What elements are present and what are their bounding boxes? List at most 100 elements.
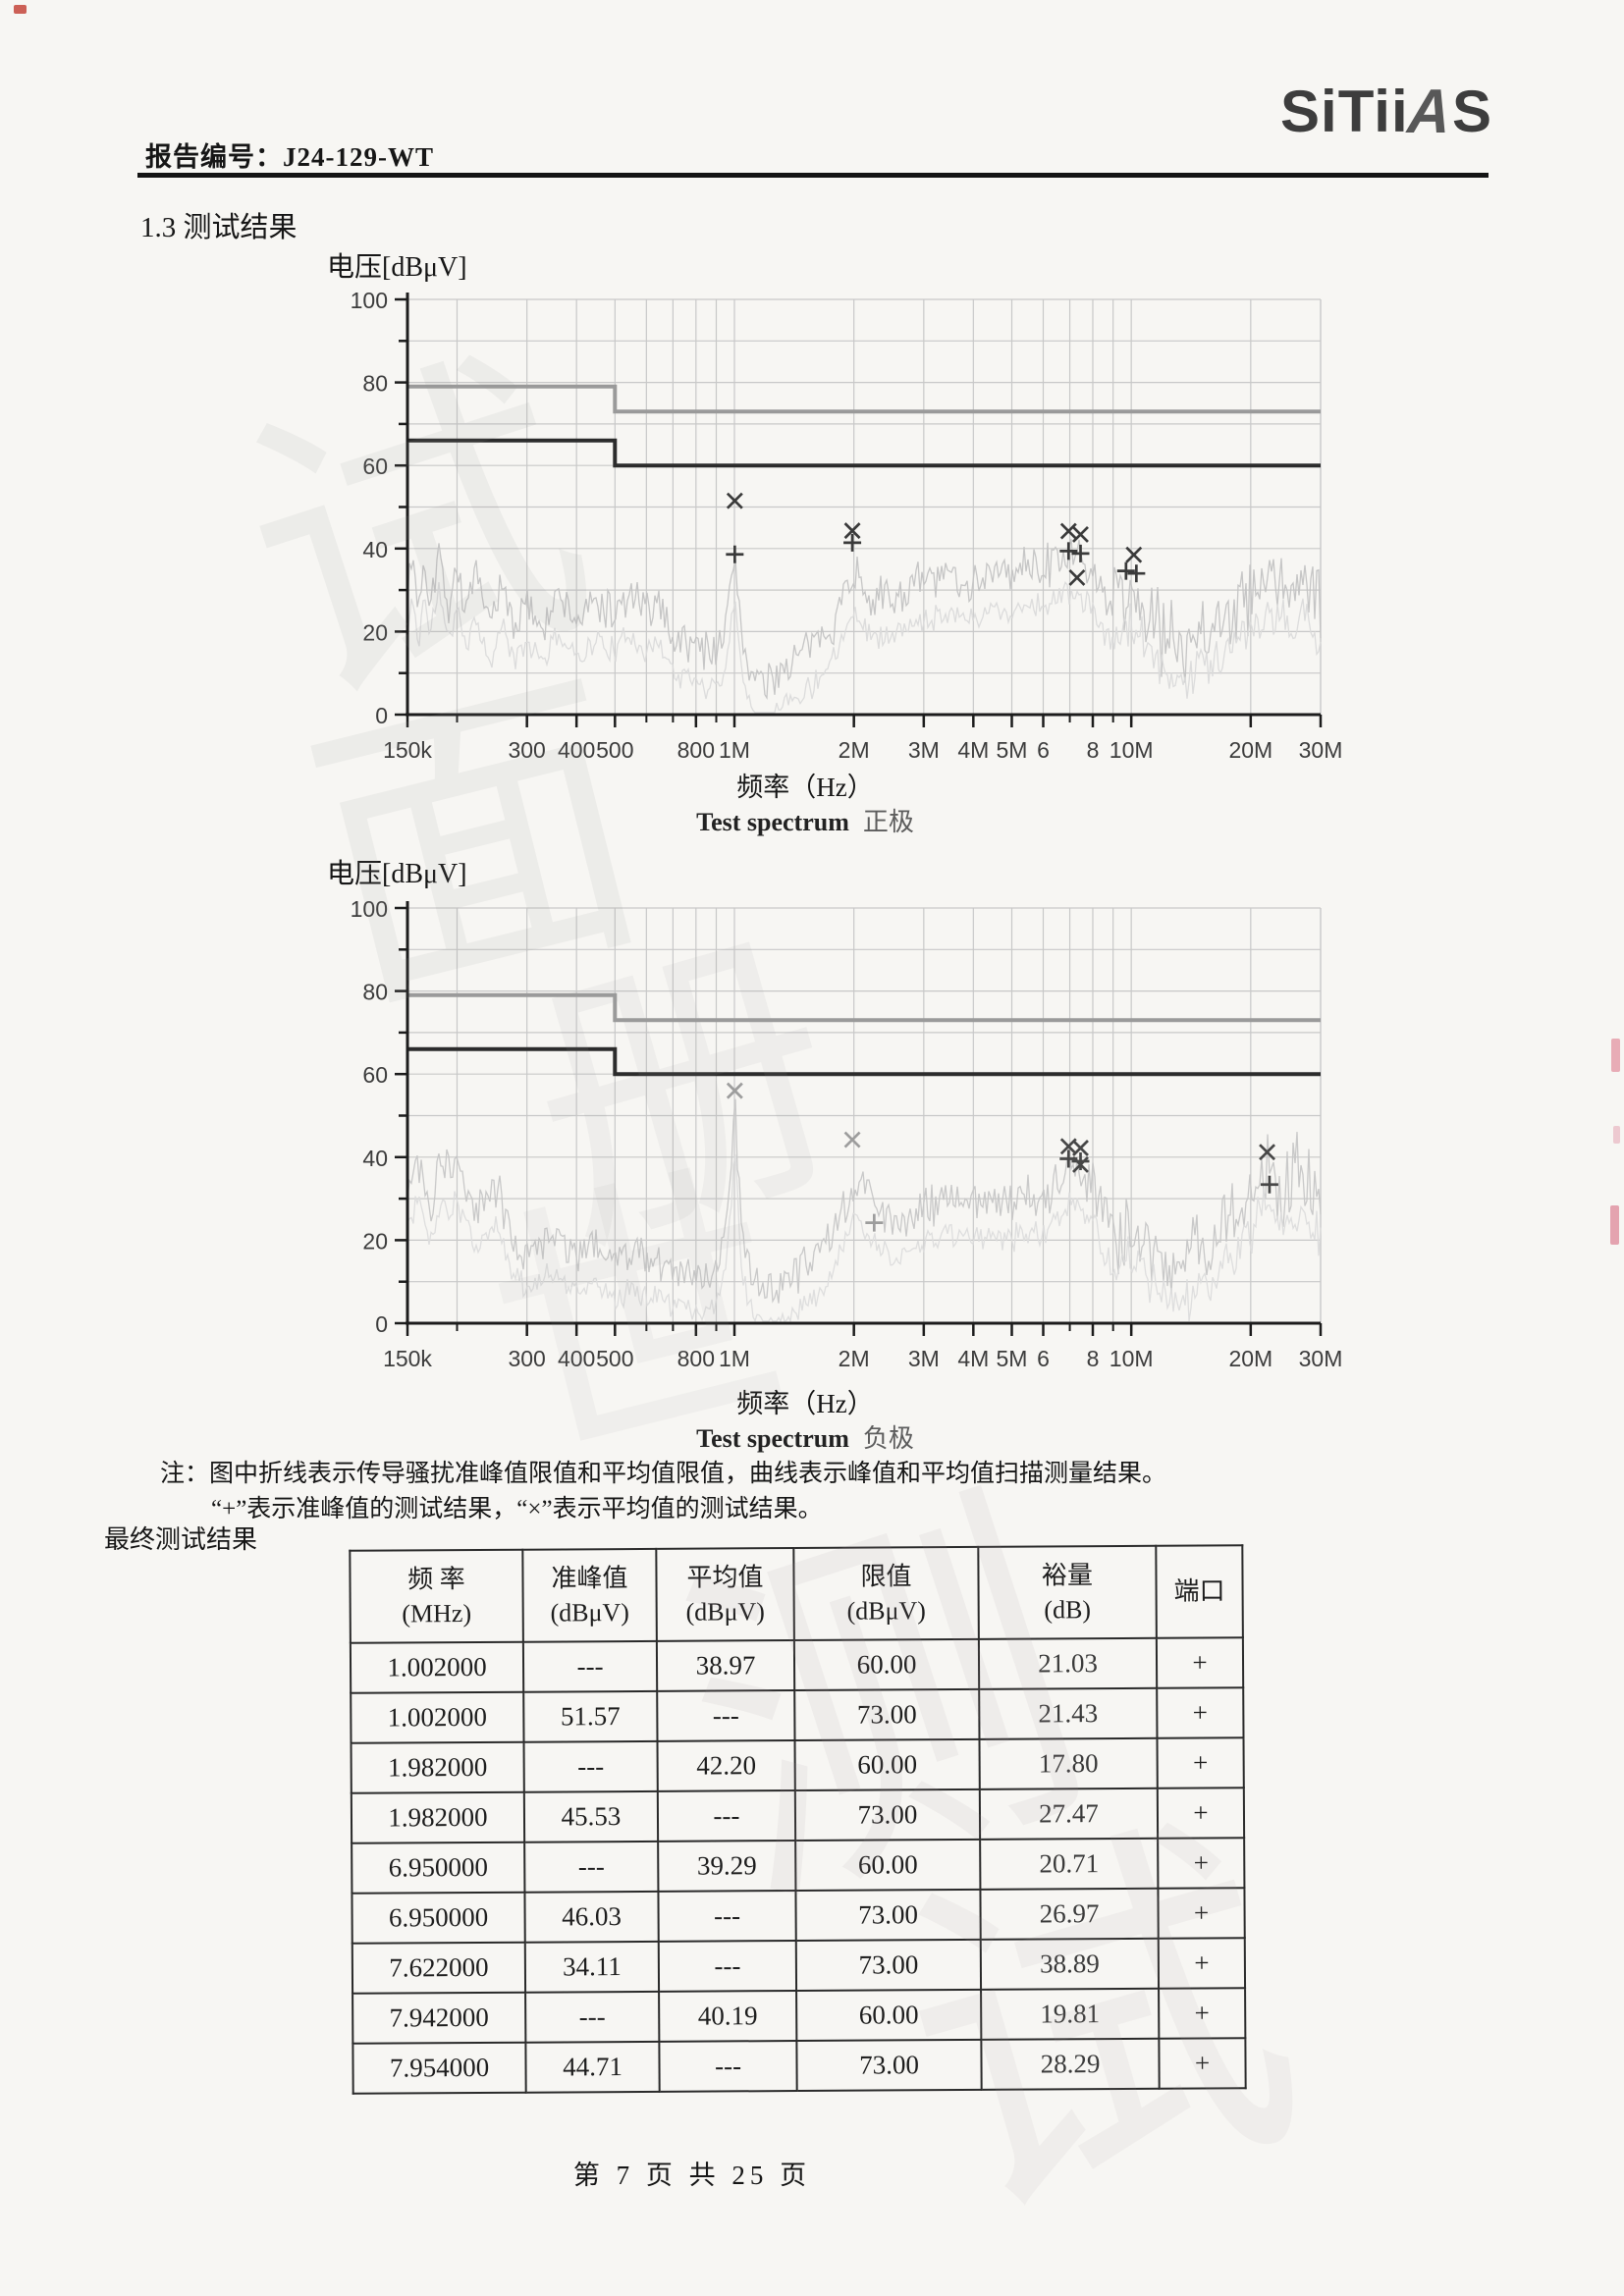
svg-text:8: 8: [1087, 1346, 1100, 1371]
svg-text:3M: 3M: [908, 1346, 940, 1371]
table-cell: ---: [524, 1841, 659, 1893]
svg-text:800: 800: [677, 737, 715, 763]
svg-text:20M: 20M: [1228, 1346, 1272, 1371]
svg-text:8: 8: [1087, 737, 1100, 763]
table-cell: 21.03: [978, 1637, 1158, 1689]
svg-text:500: 500: [596, 737, 633, 763]
table-header-cell: 准峰值 (dBμV): [522, 1548, 657, 1642]
table-cell: +: [1158, 1938, 1246, 1989]
svg-text:800: 800: [677, 1346, 715, 1371]
chart2-caption-zh: 负极: [862, 1424, 914, 1453]
svg-text:20: 20: [362, 619, 388, 645]
axes: 0 20 40 60 80 100 150k 300 400 500 800 1M 2M 3M 4M 5M 6 8…: [351, 898, 1343, 1371]
chart2-caption-en: Test spectrum: [696, 1424, 849, 1453]
table-header-cell: 频 率 (MHz): [350, 1549, 523, 1643]
table-cell: 51.57: [523, 1690, 658, 1742]
svg-text:100: 100: [351, 290, 388, 313]
table-cell: 1.002000: [350, 1641, 524, 1693]
chart1-caption: Test spectrum 正极: [255, 802, 1355, 838]
chart2-x-axis-label: 频率（Hz）: [736, 1389, 874, 1418]
final-results-label: 最终测试结果: [104, 1525, 258, 1554]
table-cell: ---: [657, 1690, 795, 1741]
limit-lines: [407, 992, 1321, 1077]
table-cell: 21.43: [979, 1687, 1158, 1739]
table-cell: +: [1159, 1988, 1246, 2039]
table-cell: 73.00: [794, 1789, 981, 1842]
table-cell: 73.00: [796, 2039, 982, 2092]
report-number: 报告编号：J24-129-WT: [145, 142, 434, 172]
svg-text:20: 20: [362, 1228, 388, 1254]
table-cell: 27.47: [979, 1788, 1159, 1840]
grid: [407, 298, 1322, 715]
table-cell: +: [1159, 2038, 1246, 2089]
table-cell: ---: [525, 1991, 660, 2043]
table-cell: 60.00: [794, 1738, 980, 1791]
svg-text:1M: 1M: [719, 1346, 750, 1371]
axes: 0 20 40 60 80 100 150k 300 400 500 800 1M 2M 3M 4M 5M 6 8…: [351, 290, 1343, 763]
table-cell: 6.950000: [352, 1892, 525, 1944]
svg-text:100: 100: [351, 898, 388, 922]
chart1-y-axis-label: 电压[dBμV]: [327, 252, 467, 283]
table-row: 6.950000 --- 39.29 60.00 20.71 +: [352, 1838, 1245, 1894]
svg-text:5M: 5M: [997, 737, 1028, 763]
scan-red-mark: [1611, 1039, 1620, 1072]
svg-text:5M: 5M: [997, 1346, 1028, 1371]
logo-part-2: S: [1451, 79, 1492, 144]
table-cell: 45.53: [523, 1790, 659, 1842]
table-row: 1.982000 45.53 --- 73.00 27.47 +: [351, 1788, 1245, 1843]
table-cell: 60.00: [796, 1989, 982, 2042]
table-cell: 38.89: [980, 1938, 1160, 1990]
table-cell: 6.950000: [352, 1842, 525, 1894]
scan-red-mark: [1610, 1205, 1619, 1245]
table-row: 1.002000 51.57 --- 73.00 21.43 +: [351, 1687, 1244, 1743]
svg-text:10M: 10M: [1110, 737, 1154, 763]
table-cell: +: [1158, 1838, 1245, 1889]
svg-text:150k: 150k: [383, 737, 432, 763]
table-cell: 34.11: [524, 1941, 660, 1993]
svg-text:60: 60: [362, 1062, 388, 1088]
note-line-2: “+”表示准峰值的测试结果，“×”表示平均值的测试结果。: [211, 1496, 823, 1522]
table-row: 1.982000 --- 42.20 60.00 17.80 +: [351, 1737, 1244, 1793]
scan-red-mark: [14, 5, 27, 14]
table-cell: 17.80: [979, 1737, 1158, 1789]
svg-text:300: 300: [508, 737, 545, 763]
table-cell: 38.97: [656, 1640, 795, 1691]
sweep-traces: [406, 1098, 1322, 1324]
section-title: 1.3 测试结果: [140, 212, 298, 243]
svg-text:30M: 30M: [1299, 1346, 1343, 1371]
table-cell: ---: [658, 1941, 797, 1992]
svg-text:500: 500: [596, 1346, 633, 1371]
svg-text:30M: 30M: [1299, 737, 1343, 763]
table-cell: 1.982000: [351, 1741, 524, 1793]
table-cell: +: [1157, 1737, 1244, 1789]
svg-text:60: 60: [362, 454, 388, 479]
header-rule: [137, 173, 1489, 178]
svg-text:3M: 3M: [908, 737, 940, 763]
svg-text:6: 6: [1037, 737, 1050, 763]
table-cell: +: [1157, 1687, 1244, 1738]
table-header-cell: 平均值 (dBμV): [656, 1548, 794, 1641]
table-cell: 44.71: [525, 2041, 660, 2093]
results-table-wrap: 频 率 (MHz) 准峰值 (dBμV) 平均值 (dBμV) 限值 (dBμV) 裕量 (dB)…: [349, 1544, 1246, 2095]
table-cell: ---: [659, 2041, 797, 2092]
sweep-traces: [406, 539, 1322, 714]
table-row: 6.950000 46.03 --- 73.00 26.97 +: [352, 1888, 1245, 1944]
table-row: 7.622000 34.11 --- 73.00 38.89 +: [352, 1938, 1246, 1994]
table-row: 1.002000 --- 38.97 60.00 21.03 +: [350, 1637, 1244, 1693]
page-footer: 第 7 页 共 25 页: [572, 2161, 812, 2190]
table-cell: ---: [657, 1790, 796, 1842]
svg-text:4M: 4M: [957, 737, 989, 763]
table-header-cell: 裕量 (dB): [978, 1545, 1157, 1639]
chart2-y-axis-label: 电压[dBμV]: [327, 859, 467, 889]
table-cell: ---: [523, 1740, 658, 1792]
svg-text:0: 0: [375, 1311, 388, 1337]
table-cell: 42.20: [657, 1740, 795, 1791]
table-cell: ---: [522, 1640, 658, 1692]
chart2-caption: Test spectrum 负极: [255, 1418, 1355, 1455]
svg-text:2M: 2M: [839, 1346, 870, 1371]
table-cell: 1.002000: [351, 1691, 524, 1743]
svg-text:20M: 20M: [1228, 737, 1272, 763]
results-table: 频 率 (MHz) 准峰值 (dBμV) 平均值 (dBμV) 限值 (dBμV) 裕量 (dB)…: [349, 1544, 1246, 2095]
spectrum-chart-negative: 0 20 40 60 80 100 150k 300 400 500 800 1M 2M 3M 4M 5M 6 8…: [351, 898, 1343, 1371]
table-cell: 19.81: [981, 1988, 1160, 2040]
